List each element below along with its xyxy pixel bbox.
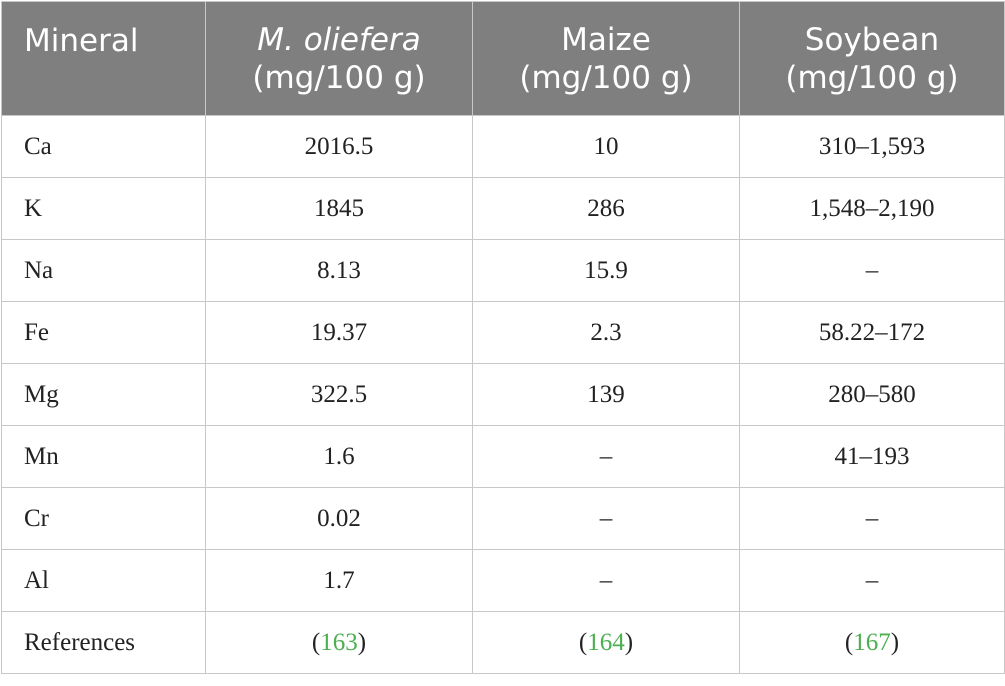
header-maize: Maize (mg/100 g) xyxy=(472,1,740,116)
table-row: Mg 322.5 139 280–580 xyxy=(1,363,1005,426)
cell-moringa: 19.37 xyxy=(205,301,473,364)
cell-mineral: Al xyxy=(1,549,206,612)
header-soybean: Soybean (mg/100 g) xyxy=(739,1,1005,116)
reference-close-paren: ) xyxy=(357,628,367,656)
table-row: Ca 2016.5 10 310–1,593 xyxy=(1,115,1005,178)
header-moringa-name: M. oliefera xyxy=(257,21,421,58)
table-row: Fe 19.37 2.3 58.22–172 xyxy=(1,301,1005,364)
reference-close-paren: ) xyxy=(890,628,900,656)
table-row: Mn 1.6 – 41–193 xyxy=(1,425,1005,488)
reference-moringa-cell: (163) xyxy=(205,611,473,674)
cell-maize: 139 xyxy=(472,363,740,426)
cell-soybean: – xyxy=(739,549,1005,612)
header-mineral-label: Mineral xyxy=(24,23,139,59)
table-row: Al 1.7 – – xyxy=(1,549,1005,612)
reference-link-167[interactable]: 167 xyxy=(853,628,891,656)
reference-open-paren: ( xyxy=(311,628,321,656)
cell-soybean: – xyxy=(739,239,1005,302)
header-moringa-unit: (mg/100 g) xyxy=(252,59,426,96)
cell-maize: – xyxy=(472,425,740,488)
header-mineral: Mineral xyxy=(1,1,206,116)
reference-close-paren: ) xyxy=(624,628,634,656)
cell-moringa: 1.7 xyxy=(205,549,473,612)
reference-link-163[interactable]: 163 xyxy=(320,628,358,656)
cell-soybean: 310–1,593 xyxy=(739,115,1005,178)
cell-moringa: 322.5 xyxy=(205,363,473,426)
header-soybean-unit: (mg/100 g) xyxy=(785,59,959,96)
cell-soybean: 280–580 xyxy=(739,363,1005,426)
reference-soybean-cell: (167) xyxy=(739,611,1005,674)
cell-maize: 15.9 xyxy=(472,239,740,302)
cell-mineral: K xyxy=(1,177,206,240)
table-header: Mineral M. oliefera (mg/100 g) Maize (mg… xyxy=(1,1,1005,116)
cell-mineral: Fe xyxy=(1,301,206,364)
reference-link-164[interactable]: 164 xyxy=(587,628,625,656)
table-row: K 1845 286 1,548–2,190 xyxy=(1,177,1005,240)
cell-maize: 10 xyxy=(472,115,740,178)
cell-moringa: 1845 xyxy=(205,177,473,240)
cell-soybean: 1,548–2,190 xyxy=(739,177,1005,240)
cell-maize: – xyxy=(472,487,740,550)
references-row: References (163) (164) (167) xyxy=(1,611,1005,674)
table-row: Na 8.13 15.9 – xyxy=(1,239,1005,302)
cell-soybean: 41–193 xyxy=(739,425,1005,488)
cell-moringa: 1.6 xyxy=(205,425,473,488)
cell-mineral: Na xyxy=(1,239,206,302)
references-label: References xyxy=(1,611,206,674)
cell-moringa: 0.02 xyxy=(205,487,473,550)
cell-maize: 286 xyxy=(472,177,740,240)
cell-moringa: 2016.5 xyxy=(205,115,473,178)
table-body: Ca 2016.5 10 310–1,593 K 1845 286 1,548–… xyxy=(1,115,1005,674)
cell-mineral: Cr xyxy=(1,487,206,550)
header-row: Mineral M. oliefera (mg/100 g) Maize (mg… xyxy=(1,1,1005,116)
cell-moringa: 8.13 xyxy=(205,239,473,302)
cell-soybean: 58.22–172 xyxy=(739,301,1005,364)
cell-mineral: Mg xyxy=(1,363,206,426)
header-maize-unit: (mg/100 g) xyxy=(519,59,693,96)
header-moringa: M. oliefera (mg/100 g) xyxy=(205,1,473,116)
cell-maize: – xyxy=(472,549,740,612)
table-row: Cr 0.02 – – xyxy=(1,487,1005,550)
header-maize-name: Maize xyxy=(561,21,651,58)
reference-maize-cell: (164) xyxy=(472,611,740,674)
cell-mineral: Mn xyxy=(1,425,206,488)
reference-open-paren: ( xyxy=(844,628,854,656)
header-soybean-name: Soybean xyxy=(804,21,940,58)
reference-open-paren: ( xyxy=(578,628,588,656)
cell-maize: 2.3 xyxy=(472,301,740,364)
cell-soybean: – xyxy=(739,487,1005,550)
cell-mineral: Ca xyxy=(1,115,206,178)
